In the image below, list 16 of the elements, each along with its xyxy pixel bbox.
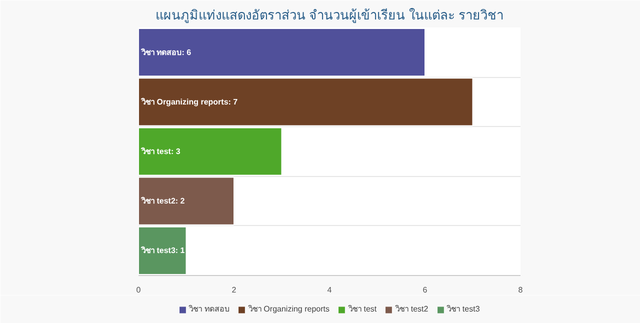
x-tick-label: 6	[422, 286, 428, 294]
data-label: วิชา test2: 2	[140, 196, 186, 206]
data-label: วิชา Organizing reports: 7	[140, 97, 238, 106]
legend-label: วิชา test3	[447, 304, 480, 316]
x-tick-label: 4	[327, 286, 332, 294]
chart-title: แผนภูมิแท่งแสดงอัตราส่วน จำนวนผู้เข้าเรียน ในแต่ละ รายวิชา	[156, 8, 504, 24]
legend-label: วิชา Organizing reports	[248, 304, 330, 316]
legend-label: วิชา ทดสอบ	[189, 304, 230, 316]
data-label: วิชา test3: 1	[140, 246, 186, 256]
x-tick-label: 0	[136, 286, 142, 294]
data-label: วิชา ทดสอบ: 6	[140, 48, 192, 57]
data-label: วิชา test: 3	[140, 147, 181, 156]
x-tick-label: 8	[518, 286, 524, 294]
x-tick-label: 2	[232, 286, 237, 294]
legend-label: วิชา test2	[396, 304, 428, 316]
legend-label: วิชา test	[348, 304, 377, 316]
